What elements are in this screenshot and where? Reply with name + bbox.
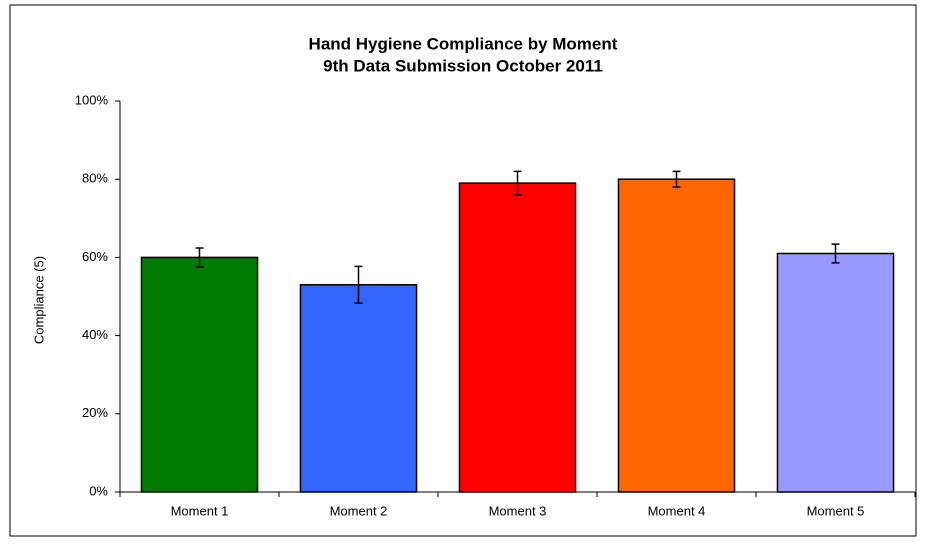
- y-tick-label: 20%: [82, 405, 108, 420]
- x-tick-label: Moment 1: [171, 503, 229, 518]
- bar: [458, 182, 577, 493]
- y-tick-label: 0%: [89, 483, 108, 498]
- y-tick-label: 100%: [75, 92, 109, 107]
- y-axis-label: Compliance (5): [31, 256, 46, 344]
- bar: [776, 252, 895, 493]
- y-tick-label: 40%: [82, 327, 108, 342]
- x-tick-label: Moment 2: [330, 503, 388, 518]
- bar: [140, 256, 259, 493]
- y-tick-label: 80%: [82, 171, 108, 186]
- y-tick-label: 60%: [82, 249, 108, 264]
- x-tick-label: Moment 4: [648, 503, 706, 518]
- chart-subtitle: 9th Data Submission October 2011: [323, 56, 603, 75]
- bar: [617, 178, 736, 493]
- x-tick-label: Moment 5: [807, 503, 865, 518]
- bar: [299, 284, 418, 493]
- x-tick-label: Moment 3: [489, 503, 547, 518]
- chart-title: Hand Hygiene Compliance by Moment: [309, 34, 618, 53]
